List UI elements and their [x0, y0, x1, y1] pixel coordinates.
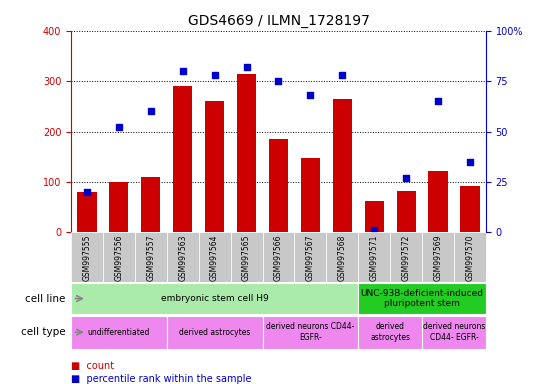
Text: GSM997571: GSM997571: [370, 235, 379, 281]
Point: [466, 159, 474, 165]
Point: [402, 175, 411, 181]
Text: GSM997563: GSM997563: [178, 235, 187, 281]
Text: ■  percentile rank within the sample: ■ percentile rank within the sample: [71, 374, 252, 384]
Point: [82, 189, 91, 195]
Text: GSM997565: GSM997565: [242, 235, 251, 281]
Text: GSM997556: GSM997556: [114, 235, 123, 281]
Bar: [135, 232, 167, 282]
Bar: [301, 158, 320, 232]
Text: derived
astrocytes: derived astrocytes: [370, 323, 410, 342]
Point: [146, 108, 155, 114]
Bar: [103, 232, 135, 282]
Bar: [78, 192, 97, 232]
Point: [338, 72, 347, 78]
Text: derived astrocytes: derived astrocytes: [179, 328, 250, 337]
Bar: [205, 101, 224, 232]
Bar: [71, 283, 358, 314]
Point: [210, 72, 219, 78]
Bar: [167, 316, 263, 349]
Bar: [173, 86, 192, 232]
Bar: [358, 232, 390, 282]
Bar: [422, 316, 486, 349]
Bar: [71, 232, 103, 282]
Text: GSM997555: GSM997555: [82, 235, 91, 281]
Text: derived neurons CD44-
EGFR-: derived neurons CD44- EGFR-: [266, 323, 354, 342]
Text: GSM997567: GSM997567: [306, 235, 315, 281]
Bar: [263, 232, 294, 282]
Point: [370, 227, 378, 233]
Text: derived neurons
CD44- EGFR-: derived neurons CD44- EGFR-: [423, 323, 485, 342]
Bar: [454, 232, 486, 282]
Point: [179, 68, 187, 74]
Text: GSM997568: GSM997568: [338, 235, 347, 281]
Text: GSM997569: GSM997569: [434, 235, 443, 281]
Bar: [109, 182, 128, 232]
Text: ■  count: ■ count: [71, 361, 114, 371]
Bar: [358, 283, 486, 314]
Title: GDS4669 / ILMN_1728197: GDS4669 / ILMN_1728197: [187, 14, 370, 28]
Bar: [237, 74, 256, 232]
Bar: [167, 232, 199, 282]
Point: [274, 78, 283, 84]
Bar: [365, 201, 384, 232]
Text: GSM997572: GSM997572: [402, 235, 411, 281]
Text: GSM997564: GSM997564: [210, 235, 219, 281]
Text: cell line: cell line: [25, 293, 66, 304]
Text: embryonic stem cell H9: embryonic stem cell H9: [161, 294, 269, 303]
Bar: [263, 316, 358, 349]
Bar: [71, 316, 167, 349]
Point: [306, 92, 314, 98]
Bar: [333, 99, 352, 232]
Bar: [141, 177, 161, 232]
Text: undifferentiated: undifferentiated: [88, 328, 150, 337]
Text: cell type: cell type: [21, 327, 66, 337]
Text: GSM997566: GSM997566: [274, 235, 283, 281]
Bar: [460, 186, 479, 232]
Bar: [390, 232, 422, 282]
Bar: [358, 316, 422, 349]
Point: [242, 64, 251, 70]
Point: [434, 98, 442, 104]
Bar: [327, 232, 358, 282]
Text: UNC-93B-deficient-induced
pluripotent stem: UNC-93B-deficient-induced pluripotent st…: [360, 289, 484, 308]
Bar: [230, 232, 263, 282]
Bar: [269, 139, 288, 232]
Text: GSM997570: GSM997570: [466, 235, 474, 281]
Bar: [294, 232, 327, 282]
Bar: [422, 232, 454, 282]
Point: [115, 124, 123, 131]
Bar: [199, 232, 230, 282]
Text: GSM997557: GSM997557: [146, 235, 155, 281]
Bar: [429, 171, 448, 232]
Bar: [396, 191, 416, 232]
